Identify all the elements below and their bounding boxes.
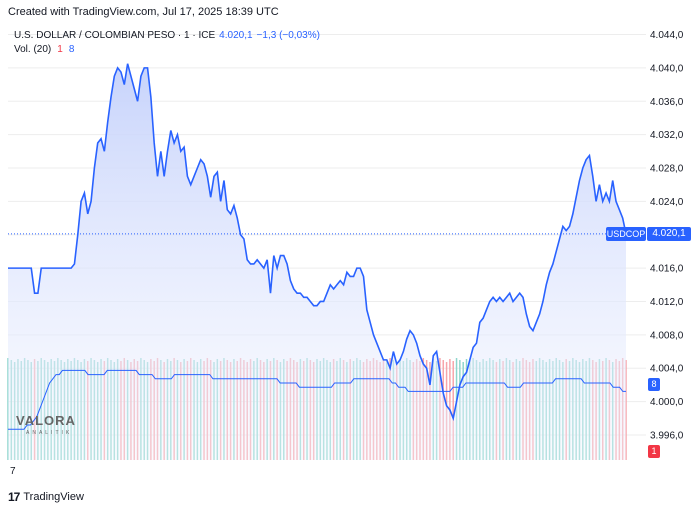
price-line [8, 63, 627, 422]
volume-value-a: 1 [57, 44, 63, 55]
y-tick-label: 4.036,0 [650, 97, 684, 108]
y-tick-label: 4.000,0 [650, 397, 684, 408]
volume-bar [452, 361, 454, 460]
symbol-last-value: 4.020,1 [219, 30, 253, 41]
y-tick-label: 4.044,0 [650, 30, 684, 41]
y-axis: 3.996,0 4.000,0 4.004,0 4.008,0 4.012,0 4.016… [650, 30, 684, 441]
volume-value-b: 8 [68, 44, 75, 55]
y-tick-label: 4.012,0 [650, 297, 684, 308]
volume-ma-line [8, 369, 626, 430]
x-axis-label: 7 [10, 466, 16, 477]
watermark-subtitle: ANALITIK [26, 430, 73, 436]
watermark-title: VALORA [16, 413, 76, 428]
volume-tag-red: 1 [648, 445, 660, 458]
y-tick-label: 3.996,0 [650, 430, 684, 441]
volume-tag-blue: 8 [648, 378, 660, 391]
y-tick-label: 4.008,0 [650, 330, 684, 341]
price-tag-value: 4.020,1 [647, 227, 691, 241]
y-tick-label: 4.004,0 [650, 364, 684, 375]
price-area-fill [8, 63, 626, 460]
y-tick-label: 4.024,0 [650, 197, 684, 208]
tradingview-logo-icon: 17 [8, 490, 20, 504]
valora-watermark: VALORA ANALITIK [16, 412, 76, 436]
volume-legend: Vol. (20) 1 8 [14, 43, 74, 57]
footer: 17 TradingView [8, 490, 84, 504]
y-tick-label: 4.016,0 [650, 264, 684, 275]
footer-brand[interactable]: TradingView [23, 491, 84, 503]
symbol-change: −1,3 (−0,03%) [256, 30, 320, 41]
created-with-header: Created with TradingView.com, Jul 17, 20… [8, 6, 279, 18]
y-tick-label: 4.032,0 [650, 130, 684, 141]
symbol-name[interactable]: U.S. DOLLAR / COLOMBIAN PESO · 1 · ICE [14, 30, 216, 41]
y-tick-label: 4.028,0 [650, 164, 684, 175]
symbol-legend: U.S. DOLLAR / COLOMBIAN PESO · 1 · ICE 4.… [14, 29, 320, 43]
price-tag-symbol: USDCOP [606, 227, 646, 241]
y-tick-label: 4.040,0 [650, 63, 684, 74]
volume-label[interactable]: Vol. (20) [14, 44, 52, 55]
